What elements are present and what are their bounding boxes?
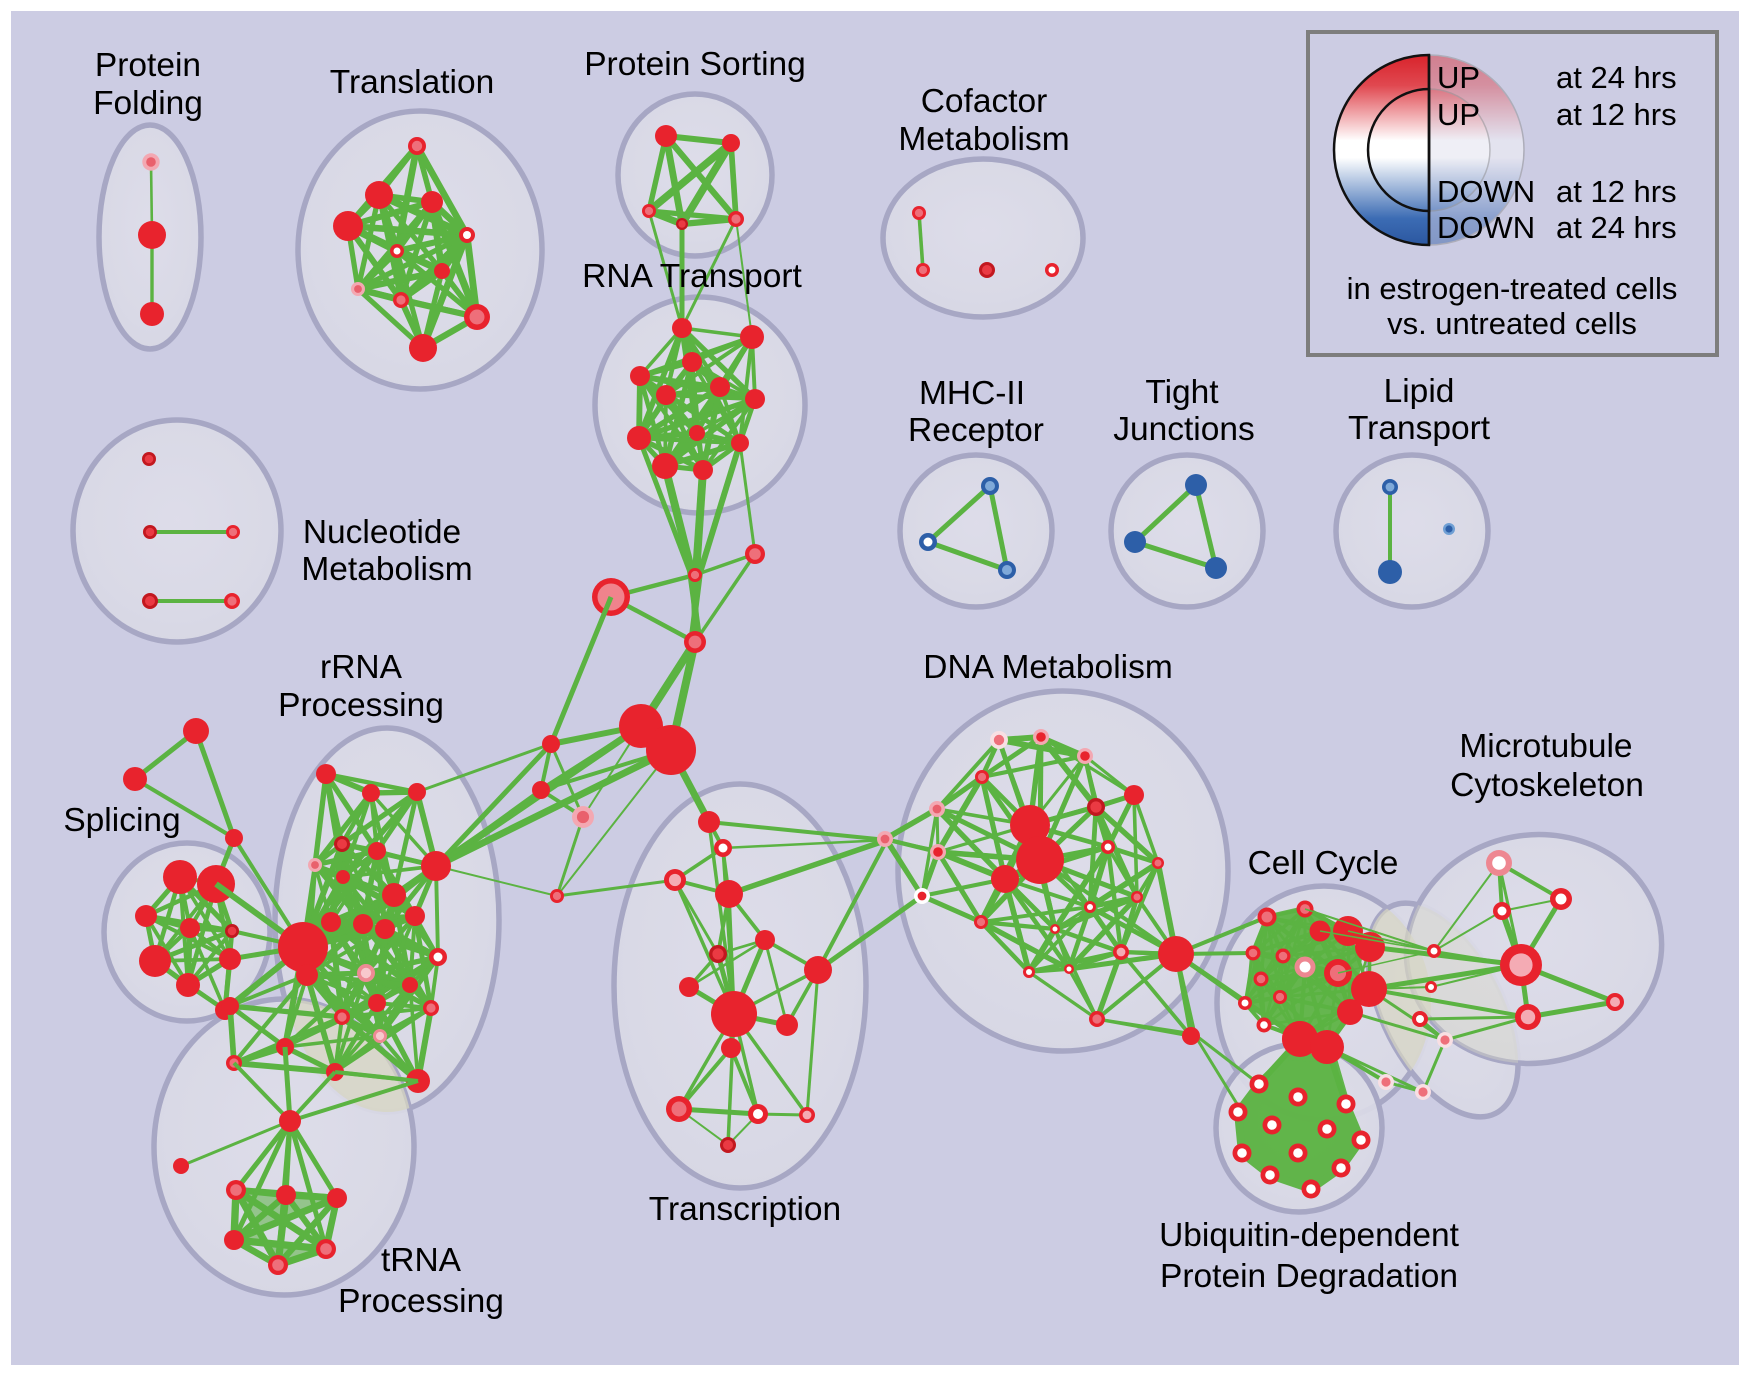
svg-text:at 12 hrs: at 12 hrs	[1556, 97, 1677, 132]
svg-text:DNA Metabolism: DNA Metabolism	[923, 649, 1172, 686]
svg-text:Lipid: Lipid	[1384, 373, 1455, 410]
svg-text:Transcription: Transcription	[649, 1191, 841, 1228]
svg-text:Protein Sorting: Protein Sorting	[584, 46, 806, 83]
svg-text:Folding: Folding	[93, 85, 203, 122]
svg-text:Metabolism: Metabolism	[898, 121, 1069, 158]
svg-text:Ubiquitin-dependent: Ubiquitin-dependent	[1159, 1217, 1460, 1254]
svg-text:Junctions: Junctions	[1113, 411, 1255, 448]
svg-text:Protein: Protein	[95, 47, 201, 84]
svg-text:UP: UP	[1437, 97, 1480, 132]
svg-text:at 12 hrs: at 12 hrs	[1556, 174, 1677, 209]
svg-text:in estrogen-treated cells: in estrogen-treated cells	[1347, 271, 1678, 306]
svg-text:MHC-II: MHC-II	[919, 375, 1025, 412]
svg-text:vs. untreated cells: vs. untreated cells	[1387, 306, 1637, 341]
svg-text:Cytoskeleton: Cytoskeleton	[1450, 767, 1644, 804]
svg-text:RNA Transport: RNA Transport	[582, 258, 802, 295]
svg-text:UP: UP	[1437, 60, 1480, 95]
svg-text:Processing: Processing	[278, 687, 444, 724]
svg-text:Receptor: Receptor	[908, 412, 1044, 449]
svg-text:Cofactor: Cofactor	[921, 83, 1048, 120]
svg-text:Cell Cycle: Cell Cycle	[1248, 845, 1399, 882]
svg-text:at 24 hrs: at 24 hrs	[1556, 60, 1677, 95]
svg-text:Tight: Tight	[1145, 374, 1219, 411]
svg-text:at 24 hrs: at 24 hrs	[1556, 210, 1677, 245]
svg-text:Splicing: Splicing	[63, 802, 180, 839]
svg-text:Processing: Processing	[338, 1283, 504, 1320]
svg-text:tRNA: tRNA	[381, 1242, 462, 1279]
svg-text:DOWN: DOWN	[1437, 174, 1535, 209]
svg-text:Translation: Translation	[330, 64, 494, 101]
svg-text:Transport: Transport	[1348, 410, 1491, 447]
svg-text:DOWN: DOWN	[1437, 210, 1535, 245]
svg-text:Nucleotide: Nucleotide	[303, 514, 461, 551]
svg-text:Microtubule: Microtubule	[1459, 728, 1632, 765]
svg-text:rRNA: rRNA	[320, 649, 403, 686]
svg-text:Protein Degradation: Protein Degradation	[1160, 1258, 1458, 1295]
svg-text:Metabolism: Metabolism	[301, 551, 472, 588]
